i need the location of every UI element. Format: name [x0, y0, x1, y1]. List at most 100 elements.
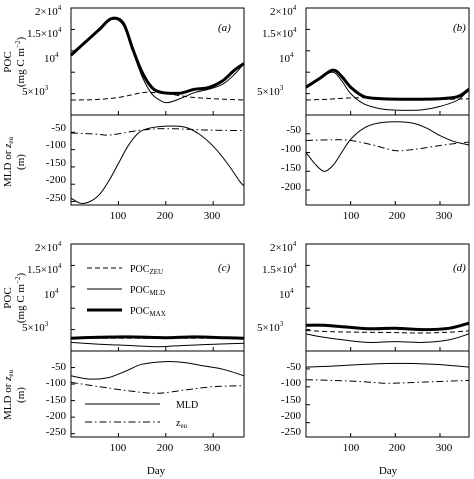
xtick-labels-row2: 100 200 300 100 200 300	[110, 442, 453, 454]
legend-label-zeu: zeu	[176, 418, 188, 430]
panel-a-top-lines	[69, 16, 245, 115]
ytick-label: -50	[286, 361, 301, 373]
y-axis-label-depth-line2: (m)	[15, 387, 27, 403]
xtick-label: 200	[389, 210, 406, 222]
panel-b-bottom-lines	[305, 121, 470, 205]
legend-label-poc-zeu: POCZEU	[130, 264, 163, 276]
ytick-label: -100	[46, 139, 67, 151]
y-axis-label-depth-line1: MLD or zeu	[2, 370, 15, 420]
panel-c-label: (c)	[218, 262, 231, 274]
ytick-labels-b-top: 5×103 104 1.5×104 2×104	[257, 4, 297, 98]
ytick-label: 104	[279, 51, 294, 65]
panel-b-label: (b)	[453, 22, 466, 34]
y-axis-label-depth-line1: MLD or zeu	[2, 137, 15, 187]
xtick-label: 100	[343, 442, 360, 454]
series-line-poc-max	[305, 68, 470, 101]
ytick-labels-b-bottom: -50 -100 -150 -200	[281, 124, 302, 193]
ytick-label: -200	[281, 410, 302, 422]
xtick-label: 200	[157, 442, 174, 454]
series-line-poc-max	[69, 16, 245, 95]
xtick-label: 100	[110, 210, 127, 222]
panel-a-bottom-frame	[70, 114, 245, 206]
ytick-label: -100	[281, 143, 302, 155]
ytick-label: 2×104	[270, 240, 297, 254]
ytick-label: 2×104	[270, 4, 297, 18]
ytick-label: -50	[51, 361, 66, 373]
ytick-labels-c-top: 5×103 104 1.5×104 2×104	[22, 240, 62, 334]
xtick-label: 200	[157, 210, 174, 222]
xtick-label: 300	[436, 210, 453, 222]
legend-item-zeu: zeu	[85, 418, 188, 430]
panel-b: (b)	[305, 7, 470, 206]
series-line-z-eu	[70, 128, 245, 136]
ytick-label: -200	[46, 410, 67, 422]
ytick-label: 1.5×104	[262, 26, 297, 40]
panel-b-top-lines	[305, 28, 470, 115]
ytick-label: -150	[46, 157, 67, 169]
xtick-label: 100	[343, 210, 360, 222]
series-line-z-eu	[305, 379, 470, 384]
y-axis-label-top-row2: POC (mg C m−2)	[2, 273, 27, 324]
xtick-label: 200	[389, 442, 406, 454]
panel-c-bottom-frame	[70, 350, 245, 438]
y-axis-label-top-row1: POC (mg C m−2)	[2, 37, 27, 88]
y-axis-label-poc-line1: POC	[2, 51, 14, 72]
series-line-z-eu	[70, 381, 245, 394]
ytick-label: -250	[46, 192, 67, 204]
ytick-label: -100	[281, 377, 302, 389]
panel-c-top-frame	[70, 243, 245, 352]
ytick-labels-d-top: 5×103 104 1.5×104 2×104	[257, 240, 297, 334]
ytick-labels-a-top: 5×103 104 1.5×104 2×104	[22, 4, 62, 98]
legend-label-poc-max: POCMAX	[130, 306, 166, 318]
x-axis-label-right: Day	[379, 465, 398, 477]
legend-poc: POCZEU POCMLD POCMAX	[87, 264, 166, 318]
y-axis-label-depth-line2: (m)	[15, 154, 27, 170]
series-line-poc-zeu	[70, 91, 245, 101]
ytick-label: -150	[281, 394, 302, 406]
panel-d: (d)	[305, 243, 470, 438]
panel-a-label: (a)	[218, 22, 231, 34]
panel-c-top: (c)	[70, 243, 245, 352]
panel-a-top: (a)	[69, 7, 245, 116]
y-axis-label-poc-line1: POC	[2, 287, 14, 308]
panel-d-label: (d)	[453, 262, 466, 274]
legend-depth: MLD zeu	[85, 400, 198, 430]
series-line-poc-max	[70, 335, 245, 340]
panel-d-top-lines	[305, 264, 470, 351]
series-line-poc-mld	[305, 333, 470, 343]
ytick-label: 5×103	[257, 320, 284, 334]
panel-c-bottom-lines	[70, 361, 245, 437]
ytick-label: -50	[51, 122, 66, 134]
ytick-label: -100	[46, 377, 67, 389]
ytick-label: -150	[46, 394, 67, 406]
ytick-labels-a-bottom: -50 -100 -150 -200 -250	[46, 122, 67, 204]
xtick-label: 300	[204, 442, 221, 454]
xtick-label: 300	[436, 442, 453, 454]
panel-c-bottom	[70, 350, 245, 438]
panel-b-bottom	[305, 114, 470, 206]
series-line-mld	[305, 362, 470, 368]
ytick-label: -250	[46, 426, 67, 438]
ytick-label: -200	[281, 181, 302, 193]
legend-label-mld: MLD	[176, 400, 198, 411]
ytick-label: 104	[279, 287, 294, 301]
ytick-label: 104	[44, 287, 59, 301]
ytick-label: 5×103	[257, 84, 284, 98]
ytick-label: -150	[281, 162, 302, 174]
ytick-label: 1.5×104	[27, 262, 62, 276]
series-line-mld	[70, 125, 245, 204]
ytick-label: 5×103	[22, 84, 49, 98]
panel-a-bottom-lines	[70, 125, 245, 205]
panel-b-bottom-frame	[305, 114, 470, 206]
xtick-label: 100	[110, 442, 127, 454]
panel-a-bottom	[70, 114, 245, 206]
legend-item-mld: MLD	[85, 400, 198, 411]
ytick-label: 1.5×104	[27, 26, 62, 40]
y-axis-label-poc-line2: (mg C m−2)	[14, 37, 27, 88]
series-line-poc-max	[305, 321, 470, 332]
ytick-label: 1.5×104	[262, 262, 297, 276]
panel-d-bottom-frame	[305, 350, 470, 438]
panel-d-bottom	[305, 350, 470, 438]
y-axis-label-bottom-row2: MLD or zeu (m)	[2, 370, 27, 420]
